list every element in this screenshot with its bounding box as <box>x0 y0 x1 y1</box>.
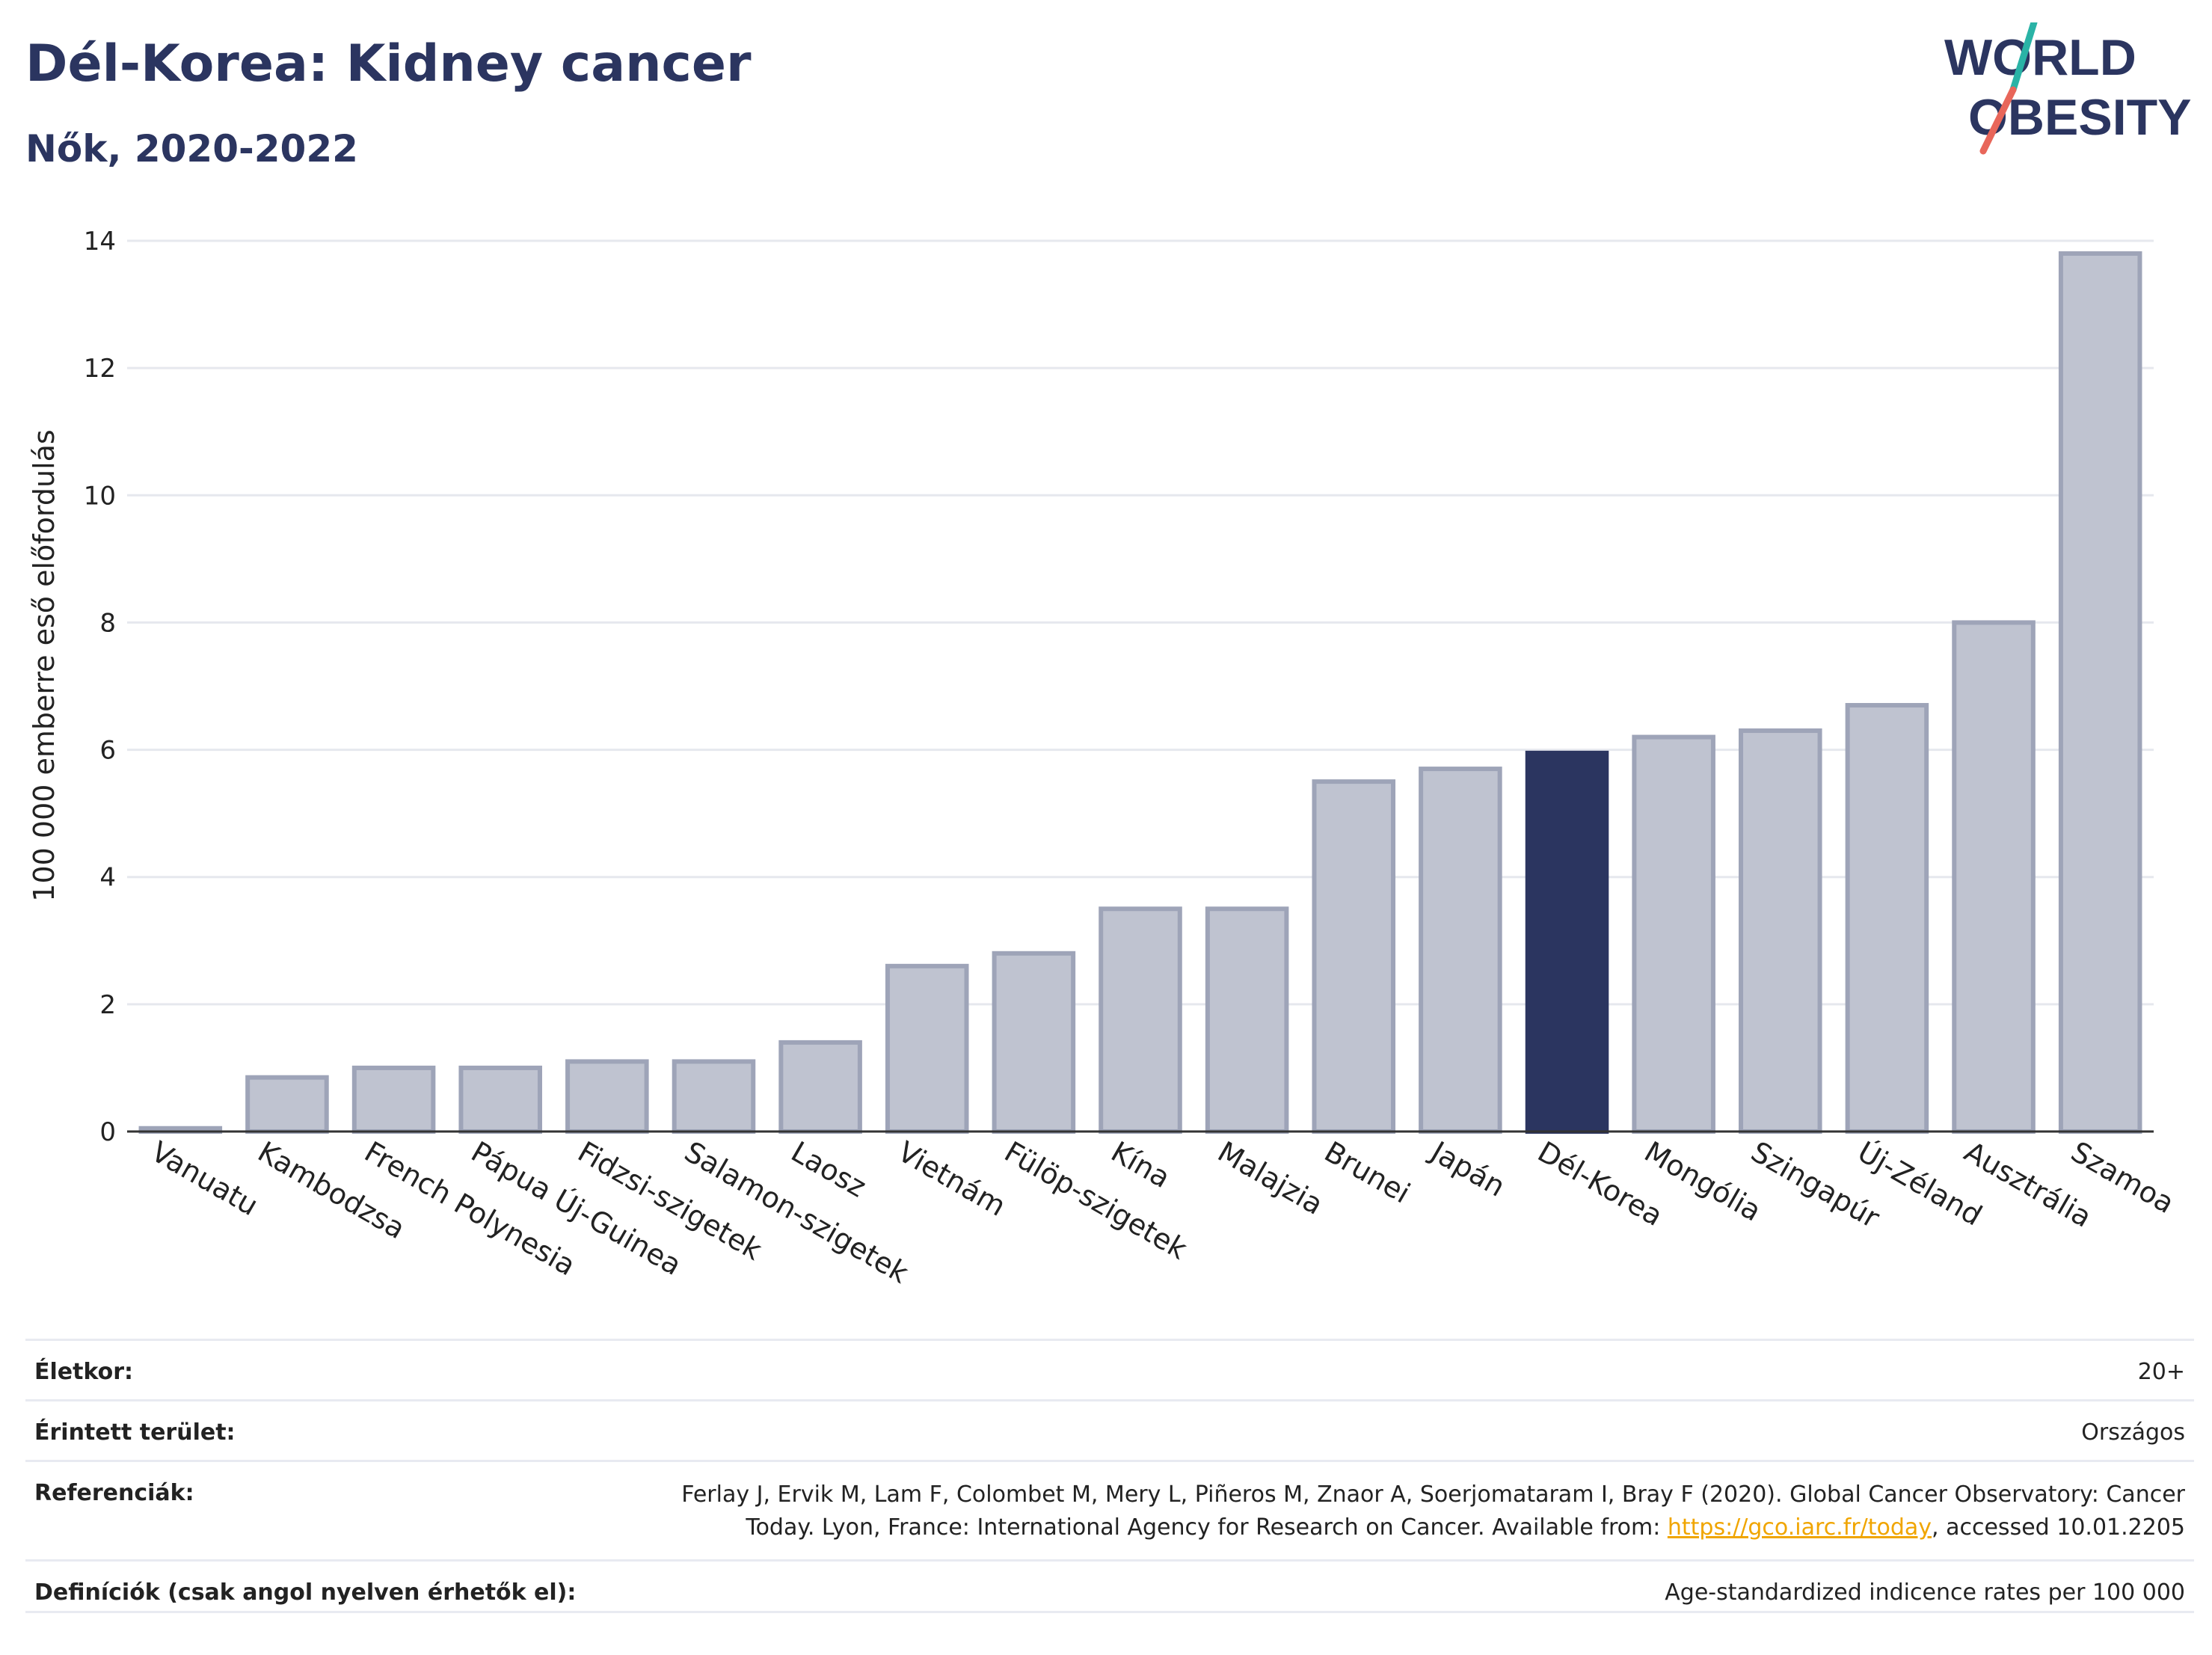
metadata-table: Életkor: 20+ Érintett terület: Országos … <box>25 1339 2194 1620</box>
y-axis-label: 100 000 emberre eső előfordulás <box>28 429 61 901</box>
bar <box>1845 703 1929 1134</box>
x-tick-label: Fülöp-szigetek <box>999 1135 1193 1266</box>
y-tick-label: 14 <box>84 227 116 257</box>
bar <box>1632 734 1715 1134</box>
bar <box>1099 906 1182 1134</box>
bar <box>1312 779 1396 1134</box>
y-tick-label: 8 <box>99 608 116 638</box>
bar <box>992 951 1076 1134</box>
y-tick-label: 6 <box>99 736 116 766</box>
bar <box>565 1059 649 1134</box>
bars <box>138 251 2142 1134</box>
age-label: Életkor: <box>34 1359 134 1385</box>
meta-bottom-border <box>25 1611 2194 1613</box>
bar <box>1525 750 1609 1134</box>
area-value: Országos <box>2081 1419 2185 1446</box>
world-obesity-logo: WORLD OBESITY <box>1944 22 2191 155</box>
y-tick-label: 12 <box>84 354 116 384</box>
references-label: Referenciák: <box>34 1480 194 1506</box>
logo-slash-red <box>1979 86 2017 155</box>
bar <box>351 1065 436 1134</box>
bar <box>885 963 969 1134</box>
chart-title: Dél-Korea: Kidney cancer <box>25 34 752 93</box>
x-tick-label: Japán <box>1425 1134 1511 1203</box>
bar <box>2058 251 2142 1134</box>
x-tick-label: Vietnám <box>892 1135 1011 1223</box>
bar <box>778 1040 862 1134</box>
reference-line2-suffix: , accessed 10.01.2205 <box>1932 1514 2185 1541</box>
bar <box>458 1065 542 1134</box>
x-tick-label: Laosz <box>786 1135 872 1204</box>
meta-row-references: Referenciák: Ferlay J, Ervik M, Lam F, C… <box>25 1460 2194 1559</box>
references-value: Ferlay J, Ervik M, Lam F, Colombet M, Me… <box>681 1479 2185 1544</box>
bar <box>245 1075 329 1134</box>
meta-row-age: Életkor: 20+ <box>25 1339 2194 1399</box>
reference-line1: Ferlay J, Ervik M, Lam F, Colombet M, Me… <box>681 1481 2185 1508</box>
bar <box>672 1059 756 1134</box>
logo-line1: WORLD <box>1944 29 2136 86</box>
x-tick-label: Vanuatu <box>146 1135 264 1222</box>
bar <box>1419 767 1502 1134</box>
reference-link[interactable]: https://gco.iarc.fr/today <box>1667 1514 1932 1541</box>
x-tick-label: Kína <box>1106 1135 1176 1195</box>
definitions-label: Definíciók (csak angol nyelven érhetők e… <box>34 1579 577 1606</box>
x-tick-label: Brunei <box>1319 1135 1416 1210</box>
meta-row-area: Érintett terület: Országos <box>25 1399 2194 1460</box>
reference-line2-text: Today. Lyon, France: International Agenc… <box>746 1514 1668 1541</box>
area-label: Érintett terület: <box>34 1419 236 1446</box>
bar <box>1205 906 1289 1134</box>
chart-subtitle: Nők, 2020-2022 <box>25 127 358 171</box>
bar <box>1952 620 2036 1134</box>
y-tick-label: 2 <box>99 990 116 1020</box>
definitions-value: Age-standardized indicence rates per 100… <box>1665 1579 2185 1606</box>
y-tick-labels: 0 2 4 6 8 10 12 14 <box>84 227 116 1147</box>
bar <box>1739 728 1822 1134</box>
age-value: 20+ <box>2137 1359 2185 1385</box>
reference-line2: Today. Lyon, France: International Agenc… <box>681 1511 2185 1544</box>
logo-slash-teal <box>2009 22 2038 93</box>
y-tick-label: 0 <box>99 1117 116 1147</box>
y-tick-label: 10 <box>84 481 116 511</box>
y-tick-label: 4 <box>99 863 116 893</box>
meta-row-definitions: Definíciók (csak angol nyelven érhetők e… <box>25 1559 2194 1620</box>
x-tick-label: Malajzia <box>1212 1135 1329 1221</box>
